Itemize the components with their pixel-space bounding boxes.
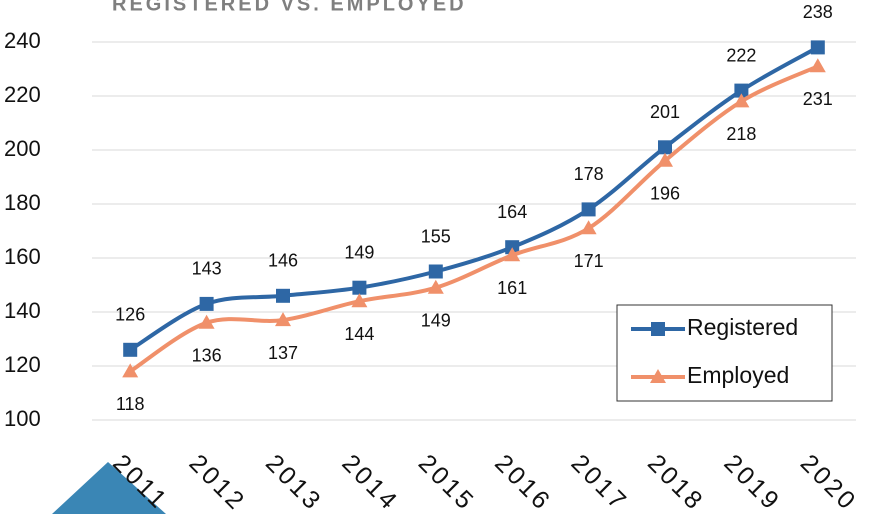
marker	[658, 140, 672, 155]
x-tick-label: 2014	[336, 449, 404, 514]
x-tick-label: 2017	[566, 449, 634, 514]
marker	[734, 83, 749, 98]
y-tick-label: 140	[4, 298, 41, 323]
legend-label: Employed	[687, 362, 789, 388]
line	[129, 45, 819, 352]
data-label: 126	[115, 305, 145, 325]
legend: Registered Employed	[616, 304, 833, 402]
marker	[580, 220, 597, 235]
data-label: 196	[650, 184, 680, 204]
legend-label: Registered	[687, 314, 798, 340]
x-tick-label: 2015	[413, 449, 481, 514]
data-label: 238	[803, 2, 833, 22]
x-tick-label: 2013	[260, 449, 328, 514]
y-tick-label: 220	[4, 82, 41, 107]
y-tick-label: 120	[4, 352, 41, 377]
marker	[198, 314, 215, 329]
marker	[199, 296, 214, 311]
marker	[504, 247, 521, 262]
data-label: 146	[268, 251, 298, 271]
y-tick-label: 180	[4, 190, 41, 215]
marker	[657, 152, 673, 167]
y-tick-label: 100	[4, 406, 41, 431]
data-label: 143	[192, 259, 222, 279]
legend-box	[616, 304, 833, 402]
data-label: 149	[421, 310, 451, 330]
x-tick-label: 2012	[184, 449, 252, 514]
data-label: 218	[726, 124, 756, 144]
x-tick-label: 2019	[718, 449, 786, 514]
y-tick-label: 200	[4, 136, 41, 161]
data-label: 164	[497, 202, 527, 222]
decoration	[52, 462, 166, 514]
x-tick-label: 2018	[642, 449, 710, 514]
marker	[650, 369, 666, 383]
y-tick-label: 160	[4, 244, 41, 269]
marker	[505, 240, 520, 255]
marker	[352, 280, 367, 295]
data-label: 171	[574, 251, 604, 271]
data-label: 222	[726, 45, 756, 65]
y-tick-label: 240	[4, 28, 41, 53]
line	[129, 64, 819, 374]
data-label: 144	[344, 324, 374, 344]
marker	[581, 202, 596, 217]
marker	[276, 288, 290, 303]
x-tick-label: 2016	[489, 449, 557, 514]
marker	[733, 93, 750, 108]
chart-title: REGISTERED VS. EMPLOYED	[112, 0, 467, 15]
marker	[427, 279, 444, 294]
data-label: 231	[803, 89, 833, 109]
data-label: 137	[268, 343, 298, 363]
data-label: 201	[650, 102, 680, 122]
data-label: 136	[192, 346, 222, 366]
data-label: 161	[497, 278, 527, 298]
data-label: 118	[116, 394, 145, 414]
marker	[809, 58, 826, 73]
marker	[810, 40, 825, 55]
data-label: 149	[344, 242, 374, 262]
data-label: 155	[421, 226, 451, 246]
marker	[123, 342, 138, 357]
marker	[275, 312, 291, 327]
marker	[351, 293, 368, 308]
marker	[651, 322, 665, 336]
marker	[122, 363, 139, 378]
marker	[428, 264, 443, 279]
data-label: 178	[574, 164, 604, 184]
x-tick-label: 2020	[795, 449, 863, 514]
